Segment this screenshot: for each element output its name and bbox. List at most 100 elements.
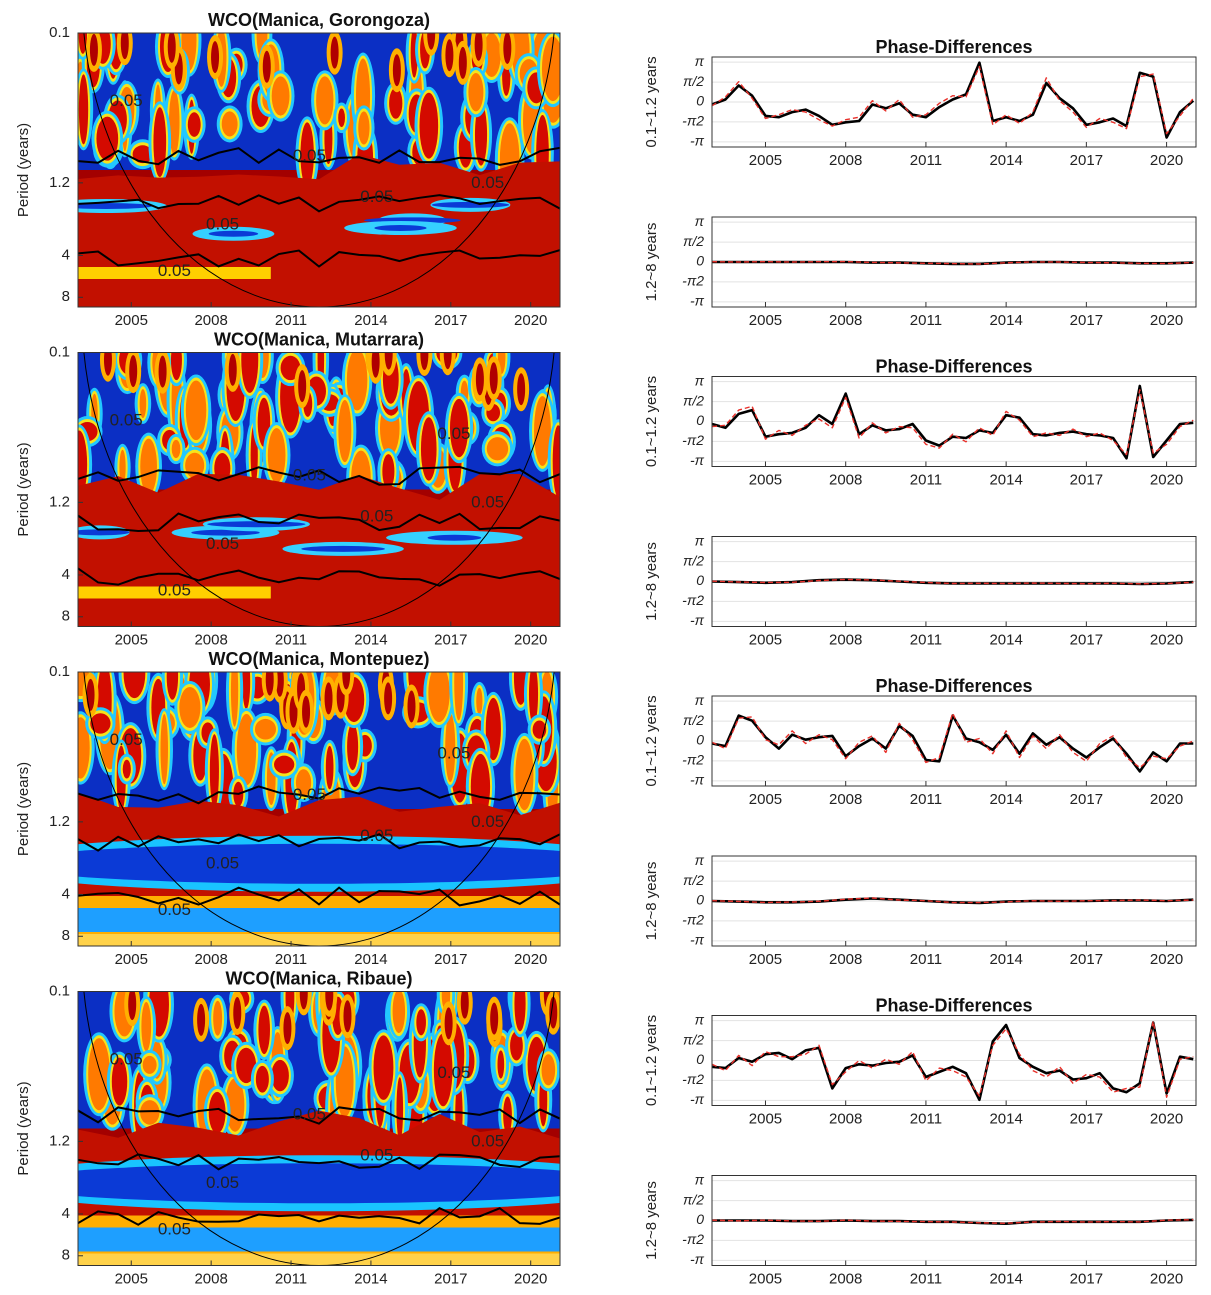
contour xyxy=(78,1153,560,1171)
y-tick-label: 8 xyxy=(62,608,70,625)
heat-blob xyxy=(389,87,403,119)
x-tick-label: 2020 xyxy=(514,1270,547,1287)
y-tick-label: -π2 xyxy=(682,1231,704,1247)
heat-blob xyxy=(141,1001,152,1052)
heat-blob xyxy=(454,672,464,721)
axes-frame xyxy=(711,855,1197,947)
y-axis-label: 0.1~1.2 years xyxy=(643,695,660,786)
heat-blob xyxy=(258,1005,270,1055)
chart-title: WCO(Manica, Gorongoza) xyxy=(208,10,430,30)
phase-line xyxy=(711,712,1194,769)
y-tick-label: 0 xyxy=(696,1211,704,1227)
heat-blob xyxy=(78,843,560,884)
y-tick-label: 0 xyxy=(696,253,704,269)
heat-blob xyxy=(301,545,386,552)
y-tick-label: -π xyxy=(690,1091,705,1107)
heat-blob xyxy=(302,695,311,728)
heat-blob xyxy=(407,690,416,723)
heat-blob xyxy=(208,1091,226,1134)
y-tick-label: 1.2 xyxy=(49,493,70,510)
x-tick-label: 2011 xyxy=(275,631,307,648)
x-tick-label: 2014 xyxy=(989,951,1022,968)
y-tick-label: π xyxy=(695,372,705,388)
heat-blob xyxy=(346,352,368,411)
contour xyxy=(78,567,560,587)
contour-label: 0.05 xyxy=(158,580,191,599)
y-axis-label: 1.2~8 years xyxy=(643,1181,660,1260)
x-tick-label: 2005 xyxy=(749,312,782,329)
axes-frame xyxy=(711,376,1197,467)
heat-blob xyxy=(241,352,259,393)
x-tick-label: 2011 xyxy=(910,1270,942,1287)
x-tick-label: 2008 xyxy=(194,631,227,648)
heatmap: 0.05 0.05 0.05 0.05 0.05 0.05 0.05 xyxy=(78,672,560,946)
heat-blob xyxy=(111,1057,128,1106)
heat-blob xyxy=(187,112,201,137)
y-tick-label: -π2 xyxy=(682,432,704,448)
x-tick-label: 2014 xyxy=(354,951,387,968)
heat-blob xyxy=(347,723,359,771)
y-tick-label: 8 xyxy=(62,927,70,944)
x-tick-label: 2017 xyxy=(1070,312,1103,329)
axes-frame xyxy=(711,695,1197,787)
heat-blob xyxy=(474,33,483,61)
heat-blob xyxy=(427,534,482,541)
heatmap: 0.05 0.05 0.05 0.05 0.05 0.05 0.05 xyxy=(78,352,560,627)
contour-label: 0.05 xyxy=(206,1173,239,1192)
heat-blob xyxy=(168,90,180,155)
heat-blob xyxy=(271,76,290,116)
y-axis-label: Period (years) xyxy=(15,123,32,217)
x-tick-label: 2008 xyxy=(829,312,862,329)
heat-blob xyxy=(324,682,333,715)
x-tick-label: 2005 xyxy=(115,312,148,329)
heat-blob xyxy=(86,678,95,711)
heat-blob xyxy=(427,33,436,50)
contour xyxy=(78,512,560,533)
y-tick-label: -π xyxy=(690,1251,705,1267)
contour xyxy=(78,249,560,268)
heat-blob xyxy=(343,1000,352,1033)
x-tick-label: 2011 xyxy=(910,312,942,329)
chart-title: WCO(Manica, Ribaue) xyxy=(225,968,412,988)
heat-blob xyxy=(515,738,534,811)
y-tick-label: -π xyxy=(690,932,705,948)
heat-blob xyxy=(166,672,179,700)
y-axis-label: 0.1~1.2 years xyxy=(643,1015,660,1106)
y-tick-label: 8 xyxy=(62,1247,70,1264)
heat-blob xyxy=(384,352,393,370)
x-tick-label: 2020 xyxy=(1150,312,1183,329)
heat-band xyxy=(78,586,271,599)
x-tick-label: 2017 xyxy=(1070,791,1103,808)
heat-blob xyxy=(267,428,286,483)
heat-blob xyxy=(382,454,395,489)
heat-blob xyxy=(185,380,207,441)
x-tick-label: 2014 xyxy=(354,312,387,329)
contour-label: 0.05 xyxy=(471,1132,504,1151)
x-tick-label: 2008 xyxy=(829,471,862,488)
y-tick-label: π/2 xyxy=(683,73,704,89)
y-tick-label: π/2 xyxy=(683,233,704,249)
heat-blob xyxy=(392,991,406,1034)
x-tick-label: 2020 xyxy=(1150,1270,1183,1287)
y-tick-label: 0 xyxy=(696,892,704,908)
heat-blob xyxy=(211,41,220,74)
contour-label: 0.05 xyxy=(293,1104,326,1123)
x-tick-label: 2005 xyxy=(115,1270,148,1287)
x-tick-label: 2005 xyxy=(115,631,148,648)
x-tick-label: 2011 xyxy=(275,1270,307,1287)
heat-blob xyxy=(179,686,201,728)
contour-label: 0.05 xyxy=(360,826,393,845)
x-tick-label: 2014 xyxy=(989,312,1022,329)
phase-line xyxy=(711,260,1194,265)
heat-blob xyxy=(230,672,239,727)
y-tick-label: π xyxy=(695,532,705,548)
contour-label: 0.05 xyxy=(437,1063,470,1082)
y-tick-label: 1.2 xyxy=(49,813,70,830)
y-axis-label: 1.2~8 years xyxy=(643,223,660,302)
heat-blob xyxy=(254,718,277,740)
heat-blob xyxy=(274,755,295,774)
x-tick-label: 2014 xyxy=(989,1110,1022,1127)
x-tick-label: 2017 xyxy=(434,631,467,648)
heat-blob xyxy=(242,672,251,709)
contour-label: 0.05 xyxy=(110,730,143,749)
